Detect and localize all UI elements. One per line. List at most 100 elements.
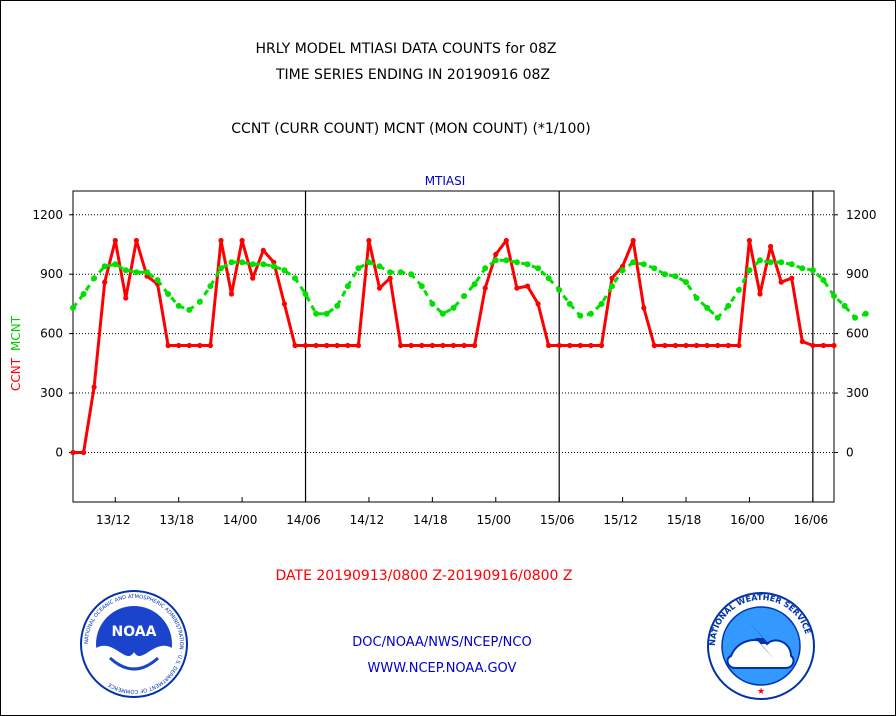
data-point-mcnt xyxy=(376,263,383,270)
data-point-ccnt xyxy=(281,301,287,307)
data-point-mcnt xyxy=(566,300,573,307)
chart-subtitle: CCNT (CURR COUNT) MCNT (MON COUNT) (*1/1… xyxy=(231,121,590,137)
x-tick-label: 15/18 xyxy=(667,513,702,527)
data-point-mcnt xyxy=(165,291,172,297)
noaa-logo: NOAA NATIONAL OCEANIC AND ATMOSPHERIC AD… xyxy=(80,590,188,698)
data-point-ccnt xyxy=(250,275,256,281)
data-point-mcnt xyxy=(852,314,859,321)
org-link[interactable]: DOC/NOAA/NWS/NCEP/NCO xyxy=(352,635,531,650)
data-point-ccnt xyxy=(535,301,541,307)
data-point-mcnt xyxy=(270,263,277,270)
data-point-ccnt xyxy=(408,342,414,349)
data-point-mcnt xyxy=(418,283,425,290)
data-point-ccnt xyxy=(609,275,615,281)
data-point-ccnt xyxy=(768,243,774,250)
x-tick-label: 13/18 xyxy=(159,513,194,527)
data-point-ccnt xyxy=(102,279,108,285)
y-tick-label-left: 1200 xyxy=(32,208,63,222)
date-range-label: DATE 20190913/0800 Z-20190916/0800 Z xyxy=(276,568,573,584)
y-tick-label-right: 300 xyxy=(846,386,869,400)
y-tick-label-left: 600 xyxy=(40,327,63,341)
data-point-mcnt xyxy=(524,261,531,268)
data-point-mcnt xyxy=(545,275,552,282)
data-point-mcnt xyxy=(535,265,542,272)
data-point-mcnt xyxy=(218,265,224,272)
data-point-ccnt xyxy=(324,342,330,349)
data-point-ccnt xyxy=(334,342,340,349)
data-point-mcnt xyxy=(281,267,288,274)
data-point-ccnt xyxy=(672,342,679,349)
data-point-ccnt xyxy=(207,342,213,349)
data-point-mcnt xyxy=(397,269,404,276)
data-point-ccnt xyxy=(524,283,531,289)
y-tick-label-right: 600 xyxy=(846,327,869,341)
data-point-mcnt xyxy=(820,277,827,284)
data-point-mcnt xyxy=(112,261,119,268)
data-point-ccnt xyxy=(313,342,319,349)
data-point-mcnt xyxy=(292,275,298,282)
data-point-ccnt xyxy=(694,342,700,349)
data-point-ccnt xyxy=(514,285,520,291)
data-point-mcnt xyxy=(651,265,658,272)
data-point-mcnt xyxy=(207,283,214,290)
data-point-ccnt xyxy=(588,342,594,349)
data-point-ccnt xyxy=(91,384,97,390)
data-point-ccnt xyxy=(70,449,76,456)
data-point-mcnt xyxy=(101,263,108,270)
data-point-ccnt xyxy=(567,342,573,349)
data-point-mcnt xyxy=(239,259,246,266)
y-tick-label-left: 300 xyxy=(40,386,63,400)
data-point-mcnt xyxy=(450,304,457,311)
data-point-mcnt xyxy=(704,304,711,311)
data-point-mcnt xyxy=(154,277,161,284)
chart-title-line2: TIME SERIES ENDING IN 20190916 08Z xyxy=(275,67,550,83)
data-point-mcnt xyxy=(344,283,351,290)
data-point-mcnt xyxy=(249,261,256,268)
y-axis-label-mcnt: MCNT xyxy=(9,315,23,351)
data-point-ccnt xyxy=(799,338,805,345)
data-point-ccnt xyxy=(641,305,647,311)
data-point-ccnt xyxy=(831,342,837,349)
data-point-ccnt xyxy=(704,342,710,349)
data-point-mcnt xyxy=(513,259,520,266)
data-point-ccnt xyxy=(482,285,488,291)
data-point-mcnt xyxy=(260,261,267,268)
data-point-mcnt xyxy=(196,298,203,305)
data-point-ccnt xyxy=(228,291,235,297)
data-point-mcnt xyxy=(735,287,742,293)
data-point-ccnt xyxy=(556,342,562,349)
data-point-mcnt xyxy=(767,259,774,266)
y-axis-label-ccnt: CCNT xyxy=(9,357,23,391)
series-line-mcnt xyxy=(71,258,867,320)
data-point-ccnt xyxy=(450,342,457,349)
data-point-mcnt xyxy=(144,269,150,276)
data-point-ccnt xyxy=(598,342,605,349)
y-tick-label-left: 0 xyxy=(55,445,63,459)
data-point-mcnt xyxy=(302,291,309,297)
data-point-mcnt xyxy=(122,267,129,274)
data-point-ccnt xyxy=(260,247,266,253)
x-tick-label: 15/06 xyxy=(540,513,575,527)
data-point-ccnt xyxy=(820,342,827,349)
data-point-mcnt xyxy=(757,257,763,264)
website-link[interactable]: WWW.NCEP.NOAA.GOV xyxy=(368,661,517,676)
x-tick-label: 14/06 xyxy=(286,513,321,527)
y-tick-label-right: 900 xyxy=(846,267,869,281)
data-point-ccnt xyxy=(419,342,425,349)
data-point-ccnt xyxy=(355,342,361,349)
data-point-mcnt xyxy=(587,310,594,317)
data-point-ccnt xyxy=(746,237,753,244)
data-point-mcnt xyxy=(693,295,700,301)
data-point-mcnt xyxy=(186,306,193,313)
x-tick-label: 14/12 xyxy=(350,513,385,527)
data-point-mcnt xyxy=(80,291,87,297)
data-point-mcnt xyxy=(334,302,341,309)
data-point-mcnt xyxy=(661,271,668,278)
data-point-ccnt xyxy=(302,342,309,349)
data-point-ccnt xyxy=(757,291,763,297)
data-point-mcnt xyxy=(482,265,489,272)
data-point-ccnt xyxy=(630,237,636,244)
data-point-ccnt xyxy=(546,342,552,349)
data-point-mcnt xyxy=(133,269,140,276)
